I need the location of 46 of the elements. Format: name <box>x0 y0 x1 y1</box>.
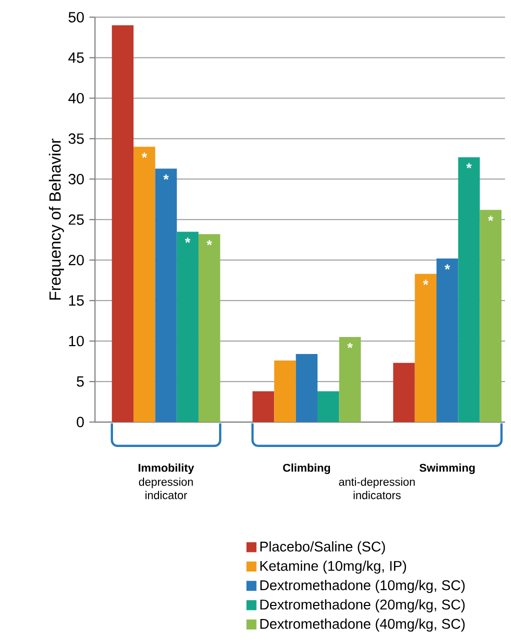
x-tick-label: Immobility <box>138 464 194 474</box>
bar <box>339 336 361 422</box>
bar <box>296 354 318 422</box>
legend-label: Dextromethadone (40mg/kg, SC) <box>260 618 465 632</box>
bar <box>458 157 480 422</box>
y-tick-label: 45 <box>68 52 84 63</box>
y-tick-label: 15 <box>69 295 84 306</box>
bar <box>198 234 220 422</box>
bar <box>252 391 274 422</box>
data-label: * <box>142 152 148 158</box>
legend-label: Ketamine (10mg/kg, IP) <box>260 560 406 574</box>
text: anti-depression indicators <box>339 478 415 500</box>
data-label: * <box>184 238 190 243</box>
y-axis-title: Frequency of Behavior <box>48 138 64 300</box>
data-label: * <box>422 280 428 285</box>
data-label: * <box>206 240 212 246</box>
bar <box>134 146 156 422</box>
data-label: * <box>347 342 353 348</box>
data-label: * <box>444 264 450 270</box>
x-tick-label: Swimming <box>420 464 475 474</box>
data-label: * <box>466 163 472 168</box>
y-tick-label: 25 <box>68 214 84 225</box>
bar <box>436 258 458 422</box>
y-tick-label: 0 <box>76 416 84 428</box>
bar <box>393 362 415 422</box>
y-tick-label: 5 <box>76 376 84 387</box>
bar <box>155 168 177 422</box>
bar <box>274 360 296 422</box>
legend-label: Dextromethadone (10mg/kg, SC) <box>260 580 465 593</box>
bar <box>318 391 340 422</box>
legend-label: Dextromethadone (20mg/kg, SC) <box>260 599 465 612</box>
y-tick-label: 50 <box>68 12 84 22</box>
bar <box>414 274 437 422</box>
y-tick-label: 10 <box>69 336 84 346</box>
legend-label: Placebo/Saline (SC) <box>260 541 385 554</box>
data-label: * <box>488 216 494 222</box>
data-label: * <box>163 174 169 180</box>
bar <box>480 210 502 422</box>
x-tick-label: Climbing <box>283 464 330 474</box>
y-tick-label: 20 <box>68 254 84 266</box>
y-tick-label: 40 <box>68 92 84 104</box>
text: depression indicator <box>138 478 193 500</box>
bar <box>176 232 199 422</box>
y-tick-label: 35 <box>68 133 84 144</box>
bar <box>112 25 134 422</box>
y-tick-label: 30 <box>68 174 84 184</box>
